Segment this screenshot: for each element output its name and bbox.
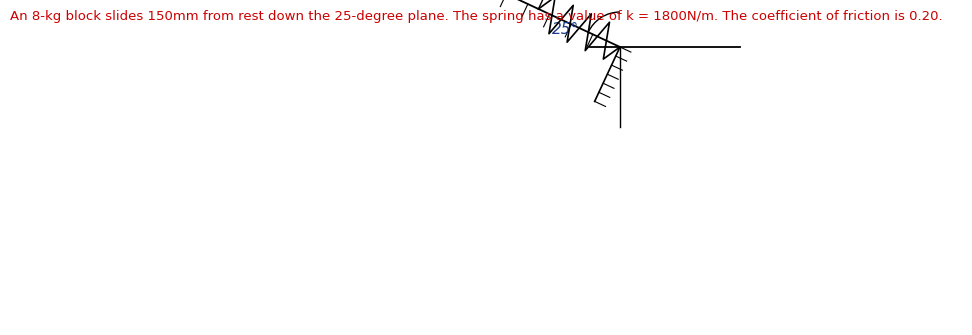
Text: An 8-kg block slides 150mm from rest down the 25-degree plane. The spring has a : An 8-kg block slides 150mm from rest dow…: [10, 10, 943, 23]
Text: 25°: 25°: [551, 21, 578, 37]
